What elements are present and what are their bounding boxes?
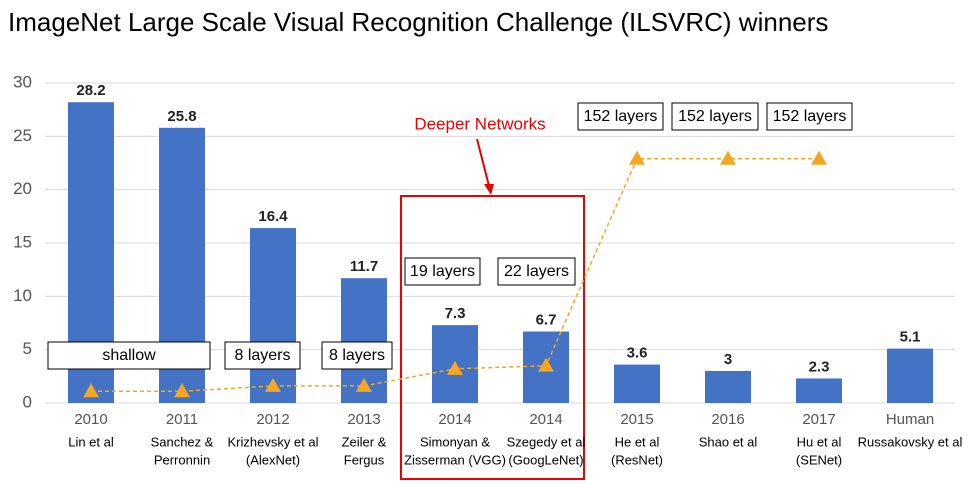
value-label: 2.3 <box>809 358 830 375</box>
value-label: 5.1 <box>900 329 921 346</box>
layer-label: 8 layers <box>234 347 290 364</box>
layer-label: 19 layers <box>410 263 475 280</box>
layer-box <box>47 341 211 370</box>
author-label: Krizhevsky et al <box>227 434 318 449</box>
value-label: 25.8 <box>167 108 196 125</box>
author-label: (AlexNet) <box>246 452 300 467</box>
x-tick-label: 2015 <box>620 411 653 428</box>
layer-label: 152 layers <box>678 108 752 125</box>
layer-label: 152 layers <box>584 108 658 125</box>
y-tick-label: 15 <box>13 232 32 251</box>
author-label: Szegedy et al <box>507 434 586 449</box>
value-label: 6.7 <box>536 312 557 329</box>
bar <box>887 348 933 403</box>
layer-label: 8 layers <box>329 347 385 364</box>
author-label: (ResNet) <box>611 452 663 467</box>
x-tick-label: 2014 <box>529 411 562 428</box>
y-tick-label: 25 <box>13 126 32 145</box>
value-label: 28.2 <box>76 82 105 99</box>
layer-box <box>671 102 759 131</box>
arrow-head <box>484 184 494 195</box>
author-label: Hu et al <box>797 434 842 449</box>
author-label: Sanchez & <box>151 434 214 449</box>
value-label: 11.7 <box>350 258 378 275</box>
layer-marker <box>629 150 645 165</box>
x-tick-label: 2017 <box>802 411 835 428</box>
layer-marker <box>538 357 554 372</box>
layer-box <box>321 341 393 370</box>
bar <box>614 364 660 403</box>
author-label: Simonyan & <box>420 434 490 449</box>
author-label: He et al <box>615 434 660 449</box>
author-label: Russakovsky et al <box>858 434 963 449</box>
y-tick-label: 20 <box>13 179 32 198</box>
x-tick-label: Human <box>886 411 934 428</box>
author-label: Lin et al <box>68 434 114 449</box>
layer-label: 22 layers <box>504 263 569 280</box>
layer-box <box>766 102 853 131</box>
author-label: Zeiler & <box>342 434 387 449</box>
layer-marker <box>356 377 372 392</box>
author-label: Perronnin <box>154 452 210 467</box>
layer-marker <box>83 383 99 398</box>
layer-box <box>497 257 576 286</box>
layer-box <box>577 102 664 131</box>
layer-marker <box>447 360 463 375</box>
annotation: Deeper Networks <box>414 114 545 133</box>
author-label: Fergus <box>344 452 385 467</box>
layer-label: shallow <box>102 347 156 364</box>
bar <box>705 371 751 403</box>
layer-box <box>404 257 481 286</box>
bar <box>250 228 296 403</box>
y-tick-label: 30 <box>13 72 32 91</box>
chart-title: ImageNet Large Scale Visual Recognition … <box>8 7 828 37</box>
author-label: (SENet) <box>796 452 842 467</box>
x-tick-label: 2011 <box>166 411 198 428</box>
value-label: 3 <box>724 351 732 368</box>
layer-marker <box>174 383 190 398</box>
x-tick-label: 2012 <box>256 411 289 428</box>
y-tick-label: 10 <box>13 286 32 305</box>
author-label: Shao et al <box>699 434 758 449</box>
layer-box <box>224 341 301 370</box>
layer-marker <box>265 377 281 392</box>
x-tick-label: 2016 <box>711 411 744 428</box>
y-tick-label: 0 <box>23 392 32 411</box>
x-tick-label: 2010 <box>74 411 107 428</box>
x-tick-label: 2013 <box>347 411 380 428</box>
x-tick-label: 2014 <box>438 411 471 428</box>
y-tick-label: 5 <box>23 339 32 358</box>
layer-label: 152 layers <box>773 108 847 125</box>
layer-marker <box>720 150 736 165</box>
value-label: 16.4 <box>258 208 288 225</box>
arrow <box>476 138 490 187</box>
author-label: (GoogLeNet) <box>508 452 583 467</box>
bar <box>796 378 842 403</box>
value-label: 3.6 <box>627 345 648 362</box>
value-label: 7.3 <box>445 305 466 322</box>
layer-marker <box>811 150 827 165</box>
author-label: Zisserman (VGG) <box>404 452 506 467</box>
highlight-box <box>400 195 585 480</box>
